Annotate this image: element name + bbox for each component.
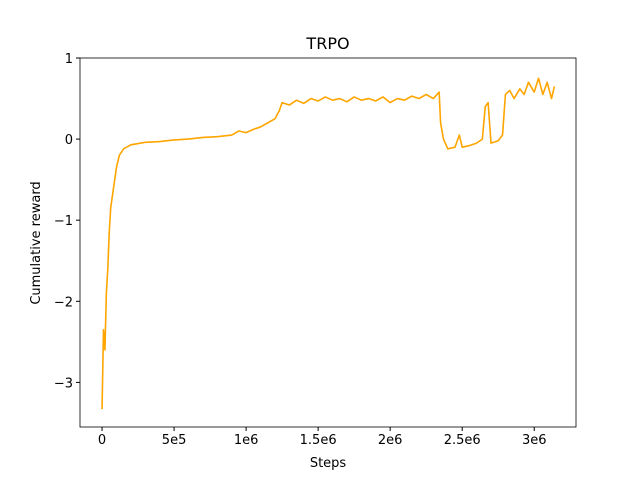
x-tick-label: 3e6: [522, 433, 547, 448]
y-tick-label: 1: [65, 52, 73, 67]
x-tick-label: 2.5e6: [444, 433, 481, 448]
x-tick-label: 2e6: [378, 433, 403, 448]
x-tick-label: 1.5e6: [300, 433, 337, 448]
x-tick-label: 5e5: [162, 433, 187, 448]
y-tick-label: −2: [54, 295, 73, 310]
axes-frame: [79, 57, 577, 428]
x-tick-label: 1e6: [234, 433, 259, 448]
y-tick-label: 0: [65, 133, 73, 148]
x-tick-label: 0: [98, 433, 106, 448]
line: [101, 77, 556, 410]
x-axis-label: Steps: [310, 456, 347, 471]
y-tick-label: −1: [54, 214, 73, 229]
y-tick-label: −3: [54, 376, 73, 391]
y-axis-label: Cumulative reward: [29, 181, 44, 304]
chart-title: TRPO: [305, 34, 349, 53]
